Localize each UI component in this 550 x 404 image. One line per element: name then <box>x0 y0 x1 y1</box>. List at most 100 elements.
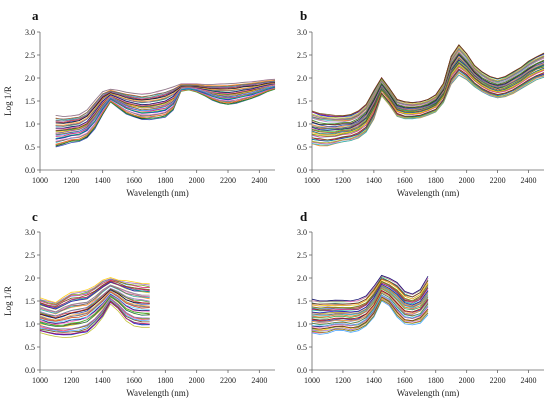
spectrum-line <box>39 292 150 323</box>
spectrum-line <box>311 292 429 326</box>
x-tick-label: 1600 <box>397 176 413 185</box>
x-tick-label: 1600 <box>126 376 142 385</box>
panel-d: d 0.0 0.5 1.0 1.5 2.0 2.5 3.0 1000 1200 1400 1600 18… <box>297 209 544 398</box>
panel-label: d <box>300 209 308 224</box>
y-tick-label: 0.0 <box>25 366 35 375</box>
spectrum-line <box>311 71 545 144</box>
y-tick-label: 0.0 <box>297 166 307 175</box>
panel-a: a 0.0 0.5 1.0 1.5 2.0 2.5 3.0 1000 1200 1400 1600 18… <box>3 8 276 198</box>
y-tick-label: 2.5 <box>297 51 307 60</box>
spectrum-line <box>311 288 429 319</box>
spectrum-line <box>311 57 545 130</box>
spectrum-line <box>311 278 429 305</box>
y-tick-label: 1.0 <box>25 320 35 329</box>
spectrum-line <box>311 275 429 303</box>
spectrum-line <box>311 62 545 135</box>
spectrum-line <box>311 61 545 133</box>
y-tick-label: 0.5 <box>25 343 35 352</box>
x-axis-label: Wavelength (nm) <box>397 188 460 198</box>
x-tick-label: 1400 <box>95 376 111 385</box>
y-tick-label: 1.5 <box>297 97 307 106</box>
y-axis-label: Log 1/R <box>3 286 13 316</box>
y-tick-label: 1.0 <box>25 120 35 129</box>
spectrum-line <box>55 80 276 120</box>
y-tick-label: 3.0 <box>25 28 35 37</box>
x-tick-label: 1400 <box>366 376 382 385</box>
spectrum-line <box>55 82 276 124</box>
y-tick-label: 0.0 <box>297 366 307 375</box>
spectrum-line <box>39 295 150 327</box>
spectrum-line <box>311 297 429 332</box>
spectrum-line <box>39 290 150 321</box>
spectrum-line <box>39 279 150 306</box>
spectrum-line <box>311 299 429 333</box>
spectrum-line <box>39 281 150 310</box>
x-tick-label: 2000 <box>459 376 475 385</box>
spectrum-line <box>311 291 429 324</box>
spectrum-line <box>311 281 429 311</box>
spectrum-line <box>55 88 276 146</box>
spectrum-line <box>311 68 545 141</box>
y-tick-label: 0.5 <box>25 143 35 152</box>
x-tick-label: 2200 <box>490 176 506 185</box>
spectrum-line <box>311 289 429 322</box>
x-tick-label: 1400 <box>95 176 111 185</box>
spectrum-line <box>311 282 429 311</box>
y-tick-label: 0.5 <box>297 343 307 352</box>
spectrum-line <box>55 86 276 139</box>
y-tick-label: 2.5 <box>25 51 35 60</box>
spectrum-line <box>39 296 150 327</box>
y-tick-label: 1.0 <box>297 120 307 129</box>
y-axis-label: Log 1/R <box>3 86 13 116</box>
spectrum-line <box>39 277 150 304</box>
x-tick-label: 2000 <box>459 176 475 185</box>
y-tick-label: 2.5 <box>297 251 307 260</box>
panel-c: c 0.0 0.5 1.0 1.5 2.0 2.5 3.0 1000 1200 1400 1600 18… <box>3 209 275 398</box>
spectrum-line <box>39 300 150 333</box>
panel-label: c <box>32 209 38 224</box>
y-tick-label: 2.5 <box>25 251 35 260</box>
spectrum-line <box>39 280 150 308</box>
x-tick-label: 2200 <box>220 176 236 185</box>
spectrum-line <box>55 79 276 117</box>
spectrum-line <box>311 44 545 117</box>
spectrum-line <box>55 83 276 129</box>
spectrum-line <box>311 296 429 330</box>
y-tick-label: 0.5 <box>297 143 307 152</box>
y-tick-label: 1.5 <box>25 97 35 106</box>
spectrum-line <box>311 291 429 323</box>
x-tick-label: 1000 <box>304 376 320 385</box>
x-tick-label: 1400 <box>366 176 382 185</box>
spectrum-line <box>311 280 429 309</box>
spectrum-line <box>39 287 150 317</box>
spectrum-line <box>311 66 545 138</box>
y-tick-label: 2.0 <box>25 274 35 283</box>
y-tick-label: 2.0 <box>297 74 307 83</box>
spectrum-line <box>39 303 150 338</box>
spectrum-line <box>55 88 276 148</box>
spectrum-line <box>55 81 276 122</box>
spectrum-line <box>311 279 429 307</box>
x-tick-label: 1200 <box>335 176 351 185</box>
x-tick-label: 1000 <box>32 376 48 385</box>
spectrum-line <box>39 278 150 305</box>
spectrum-line <box>39 293 150 324</box>
y-tick-label: 2.0 <box>25 74 35 83</box>
spectrum-line <box>311 286 429 316</box>
y-tick-label: 3.0 <box>25 228 35 237</box>
panel-label: b <box>300 8 307 23</box>
y-tick-label: 3.0 <box>297 228 307 237</box>
x-tick-label: 1000 <box>304 176 320 185</box>
x-tick-label: 2200 <box>490 376 506 385</box>
x-tick-label: 1800 <box>428 376 444 385</box>
spectrum-line <box>39 301 150 335</box>
x-tick-label: 1600 <box>397 376 413 385</box>
spectrum-line <box>55 83 276 131</box>
x-tick-label: 1800 <box>157 376 173 385</box>
spectrum-line <box>55 87 276 142</box>
spectrum-line <box>311 47 545 120</box>
spectrum-line <box>39 288 150 319</box>
x-tick-label: 2200 <box>220 376 236 385</box>
spectrum-line <box>39 288 150 318</box>
